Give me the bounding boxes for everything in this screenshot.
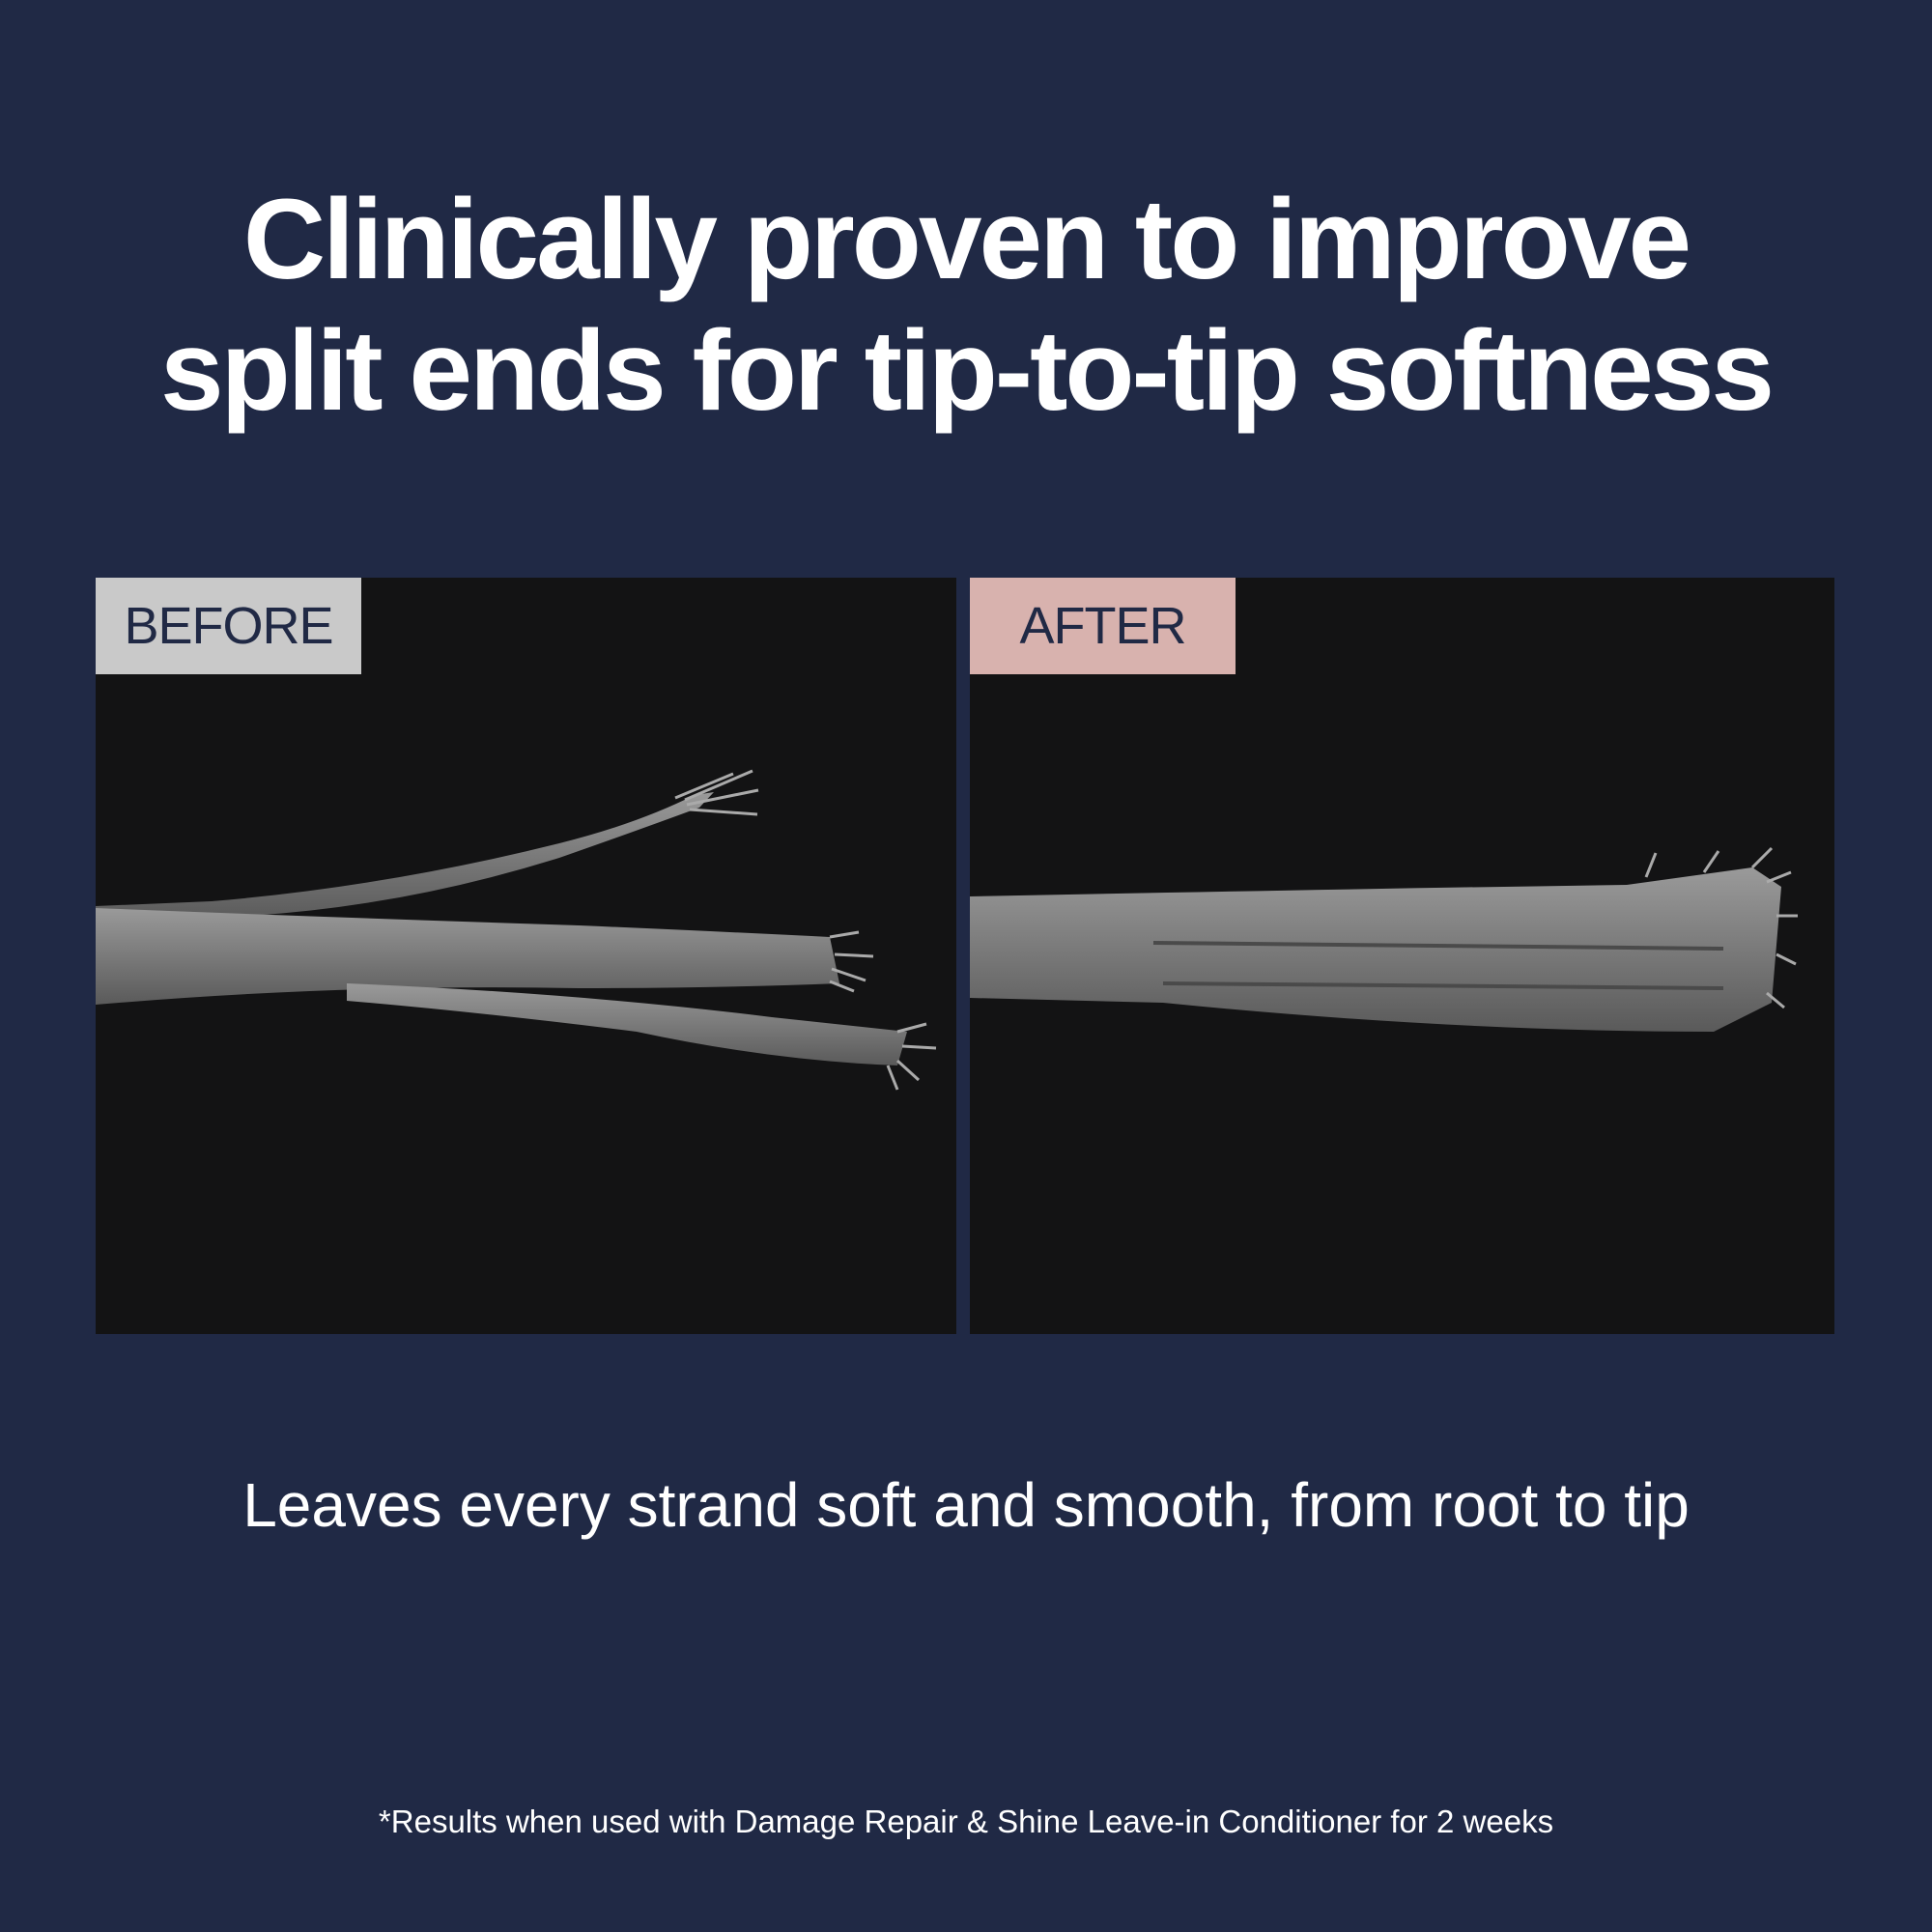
subtitle: Leaves every strand soft and smooth, fro… (242, 1470, 1690, 1540)
footnote: *Results when used with Damage Repair & … (378, 1804, 1554, 1839)
after-hair-micrograph (970, 846, 1798, 1032)
headline: Clinically proven to improve split ends … (0, 174, 1932, 437)
before-image-panel: BEFORE (96, 578, 956, 1334)
after-image-panel: AFTER (970, 578, 1834, 1334)
headline-line-2: split ends for tip-to-tip softness (160, 307, 1775, 435)
after-label: AFTER (970, 578, 1236, 674)
before-label: BEFORE (96, 578, 361, 674)
before-hair-micrograph (96, 769, 937, 1091)
headline-line-1: Clinically proven to improve (242, 176, 1691, 303)
